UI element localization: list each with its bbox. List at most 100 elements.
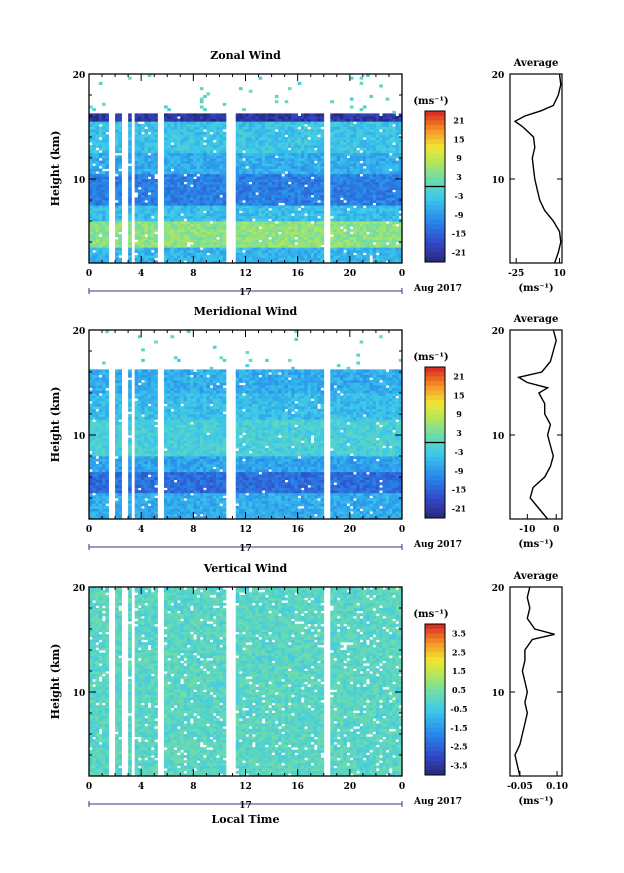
- heatmap-cell: [118, 160, 122, 164]
- heatmap-cell: [379, 194, 383, 198]
- heatmap-cell: [216, 247, 220, 251]
- heatmap-cell: [163, 186, 168, 190]
- heatmap-cell: [141, 192, 145, 196]
- heatmap-cell: [144, 242, 149, 246]
- heatmap-cell: [278, 155, 282, 159]
- heatmap-cell: [102, 142, 106, 146]
- colorbar-swatch: [425, 238, 445, 244]
- heatmap-cell: [278, 197, 282, 201]
- heatmap-cell: [294, 218, 299, 222]
- heatmap-cell: [95, 121, 100, 125]
- heatmap-cell: [284, 210, 289, 214]
- heatmap-cell: [95, 168, 100, 172]
- heatmap-cell: [193, 184, 197, 188]
- heatmap-cell: [265, 239, 269, 243]
- heatmap-cell: [304, 113, 308, 117]
- heatmap-cell: [128, 158, 132, 162]
- heatmap-cell: [154, 197, 158, 201]
- heatmap-cell: [369, 247, 374, 251]
- heatmap-cell: [274, 239, 279, 243]
- heatmap-cell: [212, 152, 217, 156]
- heatmap-cell: [128, 207, 132, 211]
- heatmap-cell: [248, 231, 253, 235]
- heatmap-cell: [193, 171, 197, 175]
- heatmap-cell: [219, 152, 224, 156]
- heatmap-cell: [134, 144, 139, 148]
- heatmap-cell: [362, 105, 367, 109]
- heatmap-cell: [95, 200, 100, 204]
- heatmap-cell: [242, 231, 246, 235]
- heatmap-cell: [284, 181, 289, 185]
- heatmap-cell: [167, 239, 171, 243]
- heatmap-cell: [98, 223, 103, 227]
- heatmap-cell: [343, 218, 347, 222]
- heatmap-cell: [216, 197, 220, 201]
- heatmap-cell: [92, 260, 96, 264]
- heatmap-cell: [190, 116, 194, 120]
- colorbar-swatch: [425, 144, 445, 150]
- heatmap-cell: [141, 260, 145, 264]
- heatmap-cell: [310, 260, 315, 264]
- heatmap-cell: [206, 210, 211, 214]
- heatmap-cell: [287, 189, 292, 193]
- heatmap-cell: [398, 226, 403, 230]
- heatmap-cell: [385, 134, 390, 138]
- heatmap-cell: [248, 255, 253, 259]
- heatmap-cell: [222, 189, 227, 193]
- heatmap-cell: [163, 123, 168, 127]
- heatmap-cell: [359, 213, 364, 217]
- heatmap-cell: [209, 171, 214, 175]
- heatmap-cell: [105, 160, 109, 164]
- heatmap-cell: [340, 116, 344, 120]
- heatmap-cell: [190, 202, 194, 206]
- heatmap-cell: [150, 242, 155, 246]
- heatmap-cell: [375, 126, 380, 130]
- heatmap-cell: [385, 158, 390, 162]
- heatmap-cell: [287, 160, 292, 164]
- heatmap-cell: [304, 234, 308, 238]
- heatmap-cell: [284, 129, 289, 133]
- heatmap-cell: [356, 184, 361, 188]
- heatmap-cell: [281, 179, 286, 183]
- heatmap-cell: [369, 226, 374, 230]
- heatmap-cell: [343, 123, 347, 127]
- heatmap-cell: [128, 189, 132, 193]
- heatmap-cell: [193, 200, 197, 204]
- heatmap-cell: [115, 171, 119, 175]
- heatmap-cell: [170, 197, 175, 201]
- heatmap-cell: [395, 228, 400, 232]
- heatmap-cell: [320, 252, 325, 256]
- heatmap-cell: [359, 223, 364, 227]
- heatmap-cell: [307, 231, 312, 235]
- heatmap-cell: [118, 173, 122, 177]
- heatmap-cell: [92, 463, 96, 467]
- heatmap-cell: [313, 215, 318, 219]
- heatmap-cell: [177, 142, 181, 146]
- heatmap-cell: [379, 257, 383, 261]
- heatmap-cell: [199, 131, 204, 135]
- heatmap-cell: [102, 207, 106, 211]
- heatmap-cell: [349, 123, 354, 127]
- heatmap-cell: [294, 181, 299, 185]
- heatmap-cell: [219, 234, 224, 238]
- heatmap-cell: [379, 210, 383, 214]
- heatmap-cell: [89, 445, 93, 449]
- heatmap-cell: [128, 236, 132, 240]
- heatmap-cell: [382, 181, 387, 185]
- heatmap-cell: [186, 197, 191, 201]
- heatmap-cell: [366, 144, 370, 148]
- heatmap-cell: [392, 134, 396, 138]
- heatmap-cell: [379, 150, 383, 154]
- heatmap-cell: [248, 150, 253, 154]
- heatmap-cell: [206, 92, 211, 96]
- heatmap-cell: [395, 215, 400, 219]
- heatmap-cell: [356, 160, 361, 164]
- heatmap-cell: [235, 252, 240, 256]
- heatmap-cell: [291, 176, 295, 180]
- heatmap-cell: [353, 239, 357, 243]
- heatmap-cell: [209, 150, 214, 154]
- heatmap-cell: [307, 249, 312, 253]
- heatmap-cell: [144, 142, 149, 146]
- heatmap-cell: [392, 257, 396, 261]
- heatmap-cell: [320, 113, 325, 117]
